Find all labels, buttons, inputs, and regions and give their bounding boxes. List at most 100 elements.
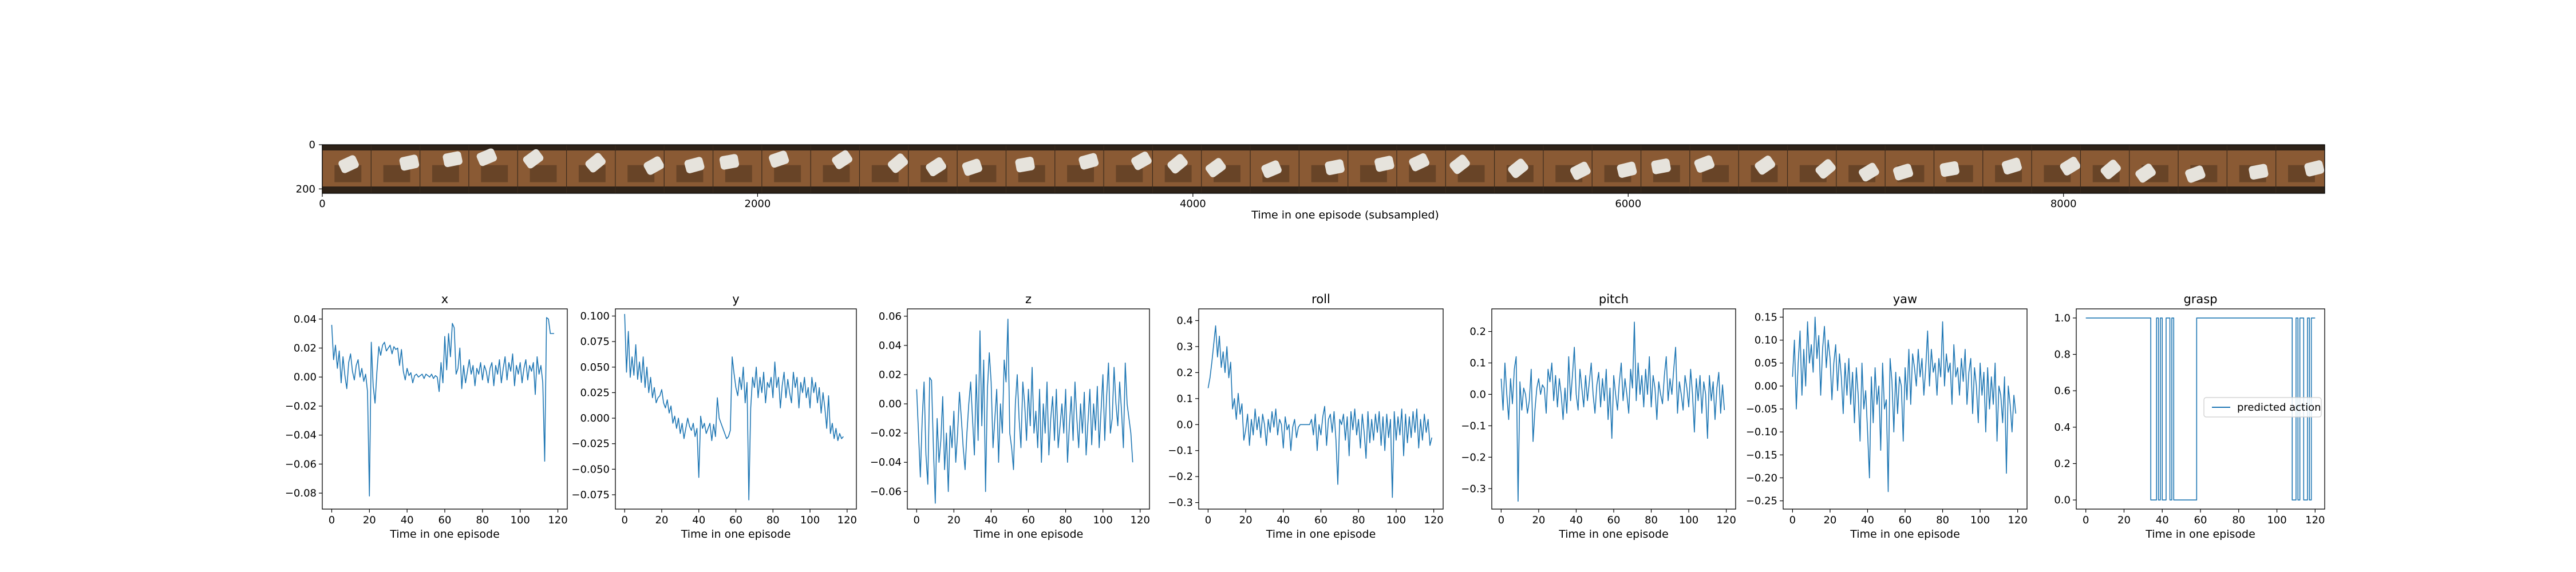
subplot-title: grasp — [2183, 292, 2217, 306]
y-tick-label: 0.075 — [580, 336, 610, 348]
x-axis-label: Time in one episode — [1558, 528, 1669, 541]
series-line-roll — [1207, 325, 1433, 498]
x-tick-label: 80 — [1352, 514, 1365, 526]
y-tick-label: 0.00 — [1755, 380, 1777, 392]
x-tick-label: 60 — [1022, 514, 1035, 526]
x-tick-label: 120 — [2008, 514, 2027, 526]
x-tick-label: 40 — [1570, 514, 1583, 526]
x-tick-label: 100 — [1093, 514, 1112, 526]
x-tick-label: 40 — [1277, 514, 1290, 526]
film-frame — [1640, 145, 1690, 193]
x-tick-label: 120 — [837, 514, 857, 526]
y-tick-label: 0.2 — [2054, 458, 2071, 470]
x-axis-label: Time in one episode — [2145, 528, 2255, 541]
x-tick-label: 0 — [1205, 514, 1211, 526]
x-tick-label: 40 — [401, 514, 414, 526]
film-frame — [1298, 145, 1349, 193]
y-tick-label: −0.08 — [285, 487, 317, 499]
x-tick-label: 60 — [2194, 514, 2207, 526]
x-tick-label: 0 — [329, 514, 335, 526]
film-frame — [1348, 145, 1397, 193]
y-tick-label: −0.1 — [1168, 445, 1193, 457]
x-tick-label: 0 — [1789, 514, 1796, 526]
subplot-title: y — [732, 292, 739, 306]
y-tick-label: 0.06 — [879, 311, 902, 323]
film-frame — [1738, 145, 1788, 193]
film-frame — [2080, 145, 2130, 193]
y-tick-label: 0.0 — [1469, 388, 1486, 400]
film-frame — [2178, 145, 2227, 193]
y-tick-label: 0.15 — [1755, 311, 1777, 323]
x-tick-label: 120 — [1424, 514, 1443, 526]
subplot-roll: roll 0 20 40 60 80 100 120 Time in one episode 0.… — [1168, 292, 1443, 541]
x-tick-label: 120 — [1131, 514, 1150, 526]
y-tick-label: −0.15 — [1746, 449, 1777, 461]
subplot-z: z 0 20 40 60 80 100 120 Time in one episode 0.06 0… — [870, 292, 1150, 541]
x-tick-label: 80 — [1936, 514, 1949, 526]
film-frame — [1396, 145, 1446, 193]
y-tick-label: −0.06 — [285, 458, 317, 470]
film-frame — [1445, 145, 1495, 193]
y-tick-label: 0.8 — [2054, 349, 2071, 361]
y-tick-label: 0.050 — [580, 362, 610, 374]
filmstrip-x-tick-label: 6000 — [1615, 198, 1641, 210]
film-frame — [2031, 145, 2081, 193]
series-line-pitch — [1500, 321, 1725, 502]
x-tick-label: 40 — [2156, 514, 2169, 526]
film-frame — [1152, 145, 1202, 193]
y-tick-label: −0.02 — [285, 400, 317, 412]
y-tick-label: 0.00 — [294, 371, 317, 383]
subplot-pitch: pitch 0 20 40 60 80 100 120 Time in one episode 0… — [1461, 292, 1736, 541]
film-frame — [322, 145, 372, 193]
x-tick-label: 100 — [1679, 514, 1698, 526]
legend-label: predicted action — [2237, 402, 2321, 414]
series-line-z — [916, 319, 1133, 504]
subplot-title: pitch — [1599, 292, 1629, 306]
x-axis-label: Time in one episode — [1266, 528, 1376, 541]
film-frame — [1591, 145, 1642, 193]
x-tick-label: 80 — [767, 514, 780, 526]
film-frame — [1201, 145, 1251, 193]
legend: predicted action — [2203, 397, 2322, 418]
x-tick-label: 100 — [800, 514, 820, 526]
x-tick-label: 120 — [548, 514, 567, 526]
x-tick-label: 100 — [511, 514, 530, 526]
x-tick-label: 120 — [2305, 514, 2325, 526]
x-tick-label: 80 — [1059, 514, 1072, 526]
filmstrip-y-tick-label: 200 — [296, 183, 315, 195]
subplot-title: x — [441, 292, 448, 306]
subplot-title: roll — [1311, 292, 1330, 306]
x-tick-label: 60 — [1899, 514, 1912, 526]
y-tick-label: 0.6 — [2054, 385, 2071, 397]
series-line-x — [331, 317, 554, 496]
film-frame — [2275, 145, 2325, 193]
film-frame — [1836, 145, 1886, 193]
film-frame — [1250, 145, 1299, 193]
y-tick-label: 0.00 — [879, 398, 902, 410]
x-tick-label: 20 — [1823, 514, 1836, 526]
film-frame — [1054, 145, 1104, 193]
film-frame — [1543, 145, 1593, 193]
x-tick-label: 20 — [1532, 514, 1545, 526]
film-frame — [859, 145, 909, 193]
film-frame — [2226, 145, 2277, 193]
y-tick-label: −0.04 — [285, 430, 317, 442]
filmstrip-frame-border — [322, 144, 2325, 194]
series-line-y — [624, 313, 844, 500]
y-tick-label: −0.025 — [571, 438, 610, 450]
y-tick-label: −0.075 — [571, 489, 610, 501]
series-line-grasp — [2085, 317, 2316, 500]
film-frame — [2129, 145, 2179, 193]
x-tick-label: 20 — [2117, 514, 2131, 526]
film-frame — [957, 145, 1006, 193]
filmstrip-x-tick-label: 0 — [319, 198, 325, 210]
y-tick-label: 0.05 — [1755, 357, 1777, 370]
film-frame — [761, 145, 811, 193]
film-frame — [1689, 145, 1739, 193]
legend-box — [2203, 397, 2322, 418]
y-tick-label: 0.2 — [1469, 326, 1486, 338]
x-tick-label: 100 — [1970, 514, 1990, 526]
y-tick-label: −0.2 — [1168, 471, 1193, 483]
x-tick-label: 120 — [1716, 514, 1736, 526]
film-frame — [1005, 145, 1056, 193]
